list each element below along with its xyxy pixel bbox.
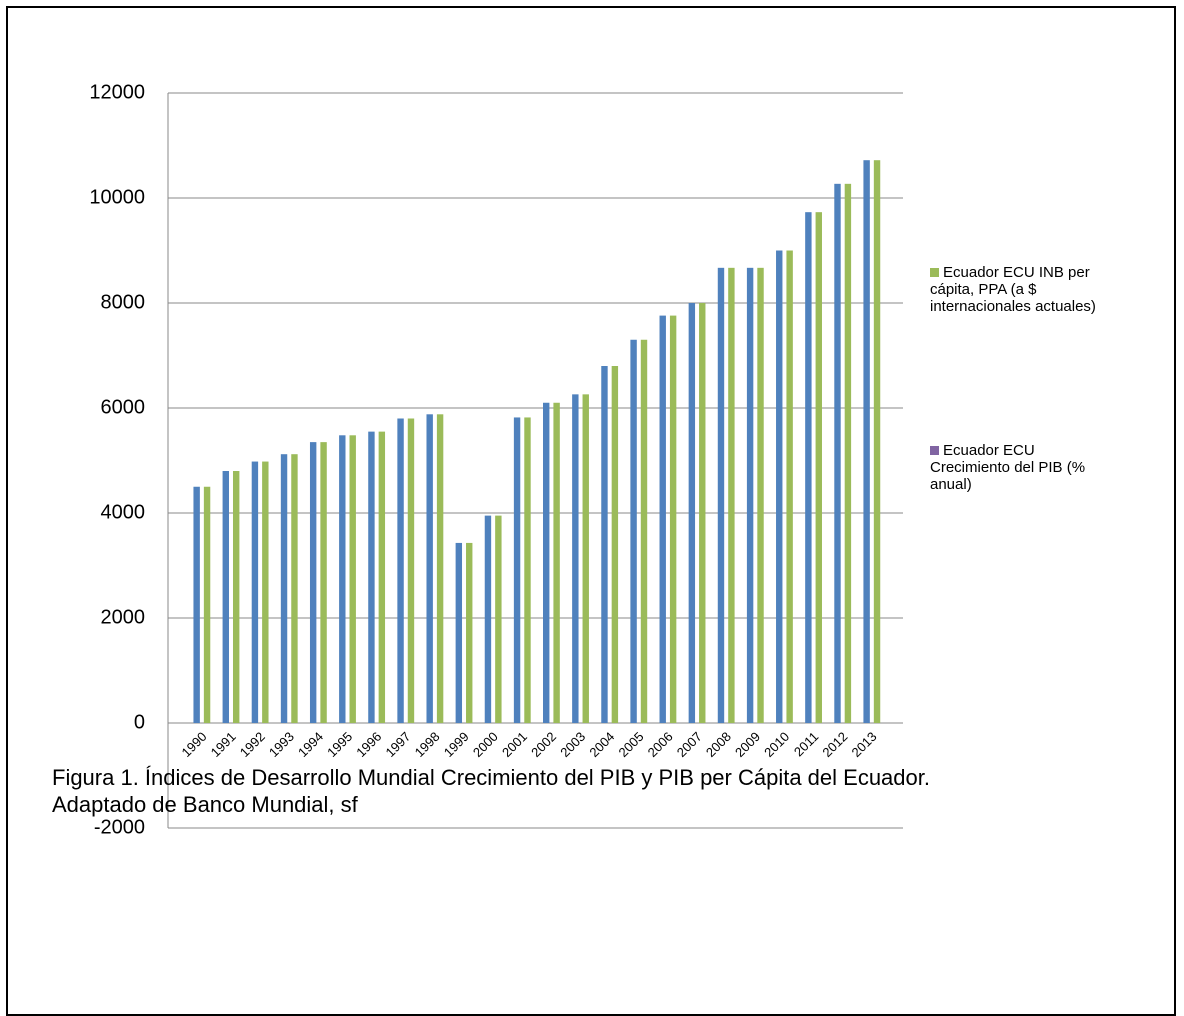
x-tick-label: 1995 — [324, 729, 355, 760]
x-tick-label: 2008 — [703, 729, 734, 760]
y-tick-label: 2000 — [101, 606, 146, 628]
caption-title: Figura 1. Índices de Desarrollo Mundial … — [52, 765, 930, 790]
bar — [717, 267, 725, 723]
bar — [630, 339, 637, 723]
bar — [262, 461, 269, 723]
bar — [320, 442, 327, 723]
y-tick-label: 8000 — [101, 291, 146, 313]
bar — [757, 267, 764, 723]
bar — [222, 471, 229, 723]
legend-item: Ecuador ECU Crecimiento del PIB (% anual… — [930, 442, 1100, 493]
legend-item: Ecuador ECU INB per cápita, PPA (a $ int… — [930, 264, 1100, 315]
x-tick-label: 2012 — [819, 729, 850, 760]
legend-swatch — [930, 446, 939, 455]
bar — [728, 267, 735, 723]
bar — [699, 303, 706, 723]
legend-label: Ecuador ECU INB per cápita, PPA (a $ int… — [930, 264, 1096, 315]
bar — [309, 442, 317, 723]
bar — [232, 471, 240, 723]
bar — [834, 183, 841, 723]
bar — [378, 431, 386, 723]
y-tick-label: 10000 — [89, 186, 145, 208]
x-tick-label: 1990 — [179, 729, 210, 760]
bar — [368, 431, 375, 723]
bar — [640, 339, 648, 723]
bar — [513, 417, 521, 723]
x-tick-label: 2007 — [674, 729, 705, 760]
bar — [426, 414, 433, 723]
bar — [601, 366, 608, 723]
bar — [495, 515, 502, 723]
bar — [688, 303, 696, 723]
y-tick-label: 12000 — [89, 81, 145, 103]
x-tick-label: 1992 — [237, 729, 268, 760]
y-tick-label: -2000 — [94, 816, 145, 838]
bar — [746, 267, 754, 723]
bar — [203, 486, 211, 723]
x-tick-label: 2003 — [557, 729, 588, 760]
caption: Figura 1. Índices de Desarrollo Mundial … — [52, 764, 1150, 818]
x-tick-label: 2013 — [849, 729, 880, 760]
bar — [572, 394, 579, 723]
bar — [669, 315, 677, 723]
bar — [436, 414, 444, 723]
bar — [484, 515, 492, 723]
x-tick-label: 2006 — [645, 729, 676, 760]
y-tick-label: 4000 — [101, 501, 146, 523]
bar — [776, 250, 783, 723]
bar — [291, 454, 298, 723]
x-tick-label: 1993 — [266, 729, 297, 760]
bar — [339, 435, 346, 723]
x-tick-label: 2004 — [586, 729, 617, 760]
x-tick-label: 1998 — [412, 729, 443, 760]
bar — [407, 418, 415, 723]
legend-swatch — [930, 268, 939, 277]
bar — [863, 160, 870, 723]
x-tick-label: 2001 — [499, 729, 530, 760]
x-tick-label: 2011 — [791, 729, 821, 759]
bar — [844, 183, 852, 723]
bar — [349, 435, 356, 723]
bar — [251, 461, 259, 723]
y-tick-label: 6000 — [101, 396, 146, 418]
bar — [815, 212, 822, 724]
caption-source: Adaptado de Banco Mundial, sf — [52, 792, 358, 817]
bar — [786, 250, 793, 723]
bar — [805, 212, 812, 724]
bar — [659, 315, 666, 723]
x-tick-label: 1994 — [295, 729, 326, 760]
x-tick-label: 2000 — [470, 729, 501, 760]
x-tick-label: 2002 — [528, 729, 559, 760]
x-tick-label: 1999 — [441, 729, 472, 760]
x-tick-label: 1991 — [208, 729, 239, 760]
x-tick-label: 1997 — [382, 729, 413, 760]
bar — [873, 160, 881, 723]
bar — [543, 402, 550, 723]
bar — [553, 402, 560, 723]
bar — [524, 417, 531, 723]
bar — [280, 454, 288, 723]
legend-label: Ecuador ECU Crecimiento del PIB (% anual… — [930, 442, 1086, 493]
x-tick-label: 2010 — [761, 729, 792, 760]
bar — [466, 542, 473, 723]
x-tick-label: 1996 — [353, 729, 384, 760]
x-tick-label: 2009 — [732, 729, 763, 760]
bar — [582, 394, 589, 723]
bar — [455, 542, 463, 723]
bar — [397, 418, 404, 723]
bar — [193, 486, 200, 723]
y-tick-label: 0 — [134, 711, 145, 733]
bar — [611, 366, 619, 723]
x-tick-label: 2005 — [615, 729, 646, 760]
